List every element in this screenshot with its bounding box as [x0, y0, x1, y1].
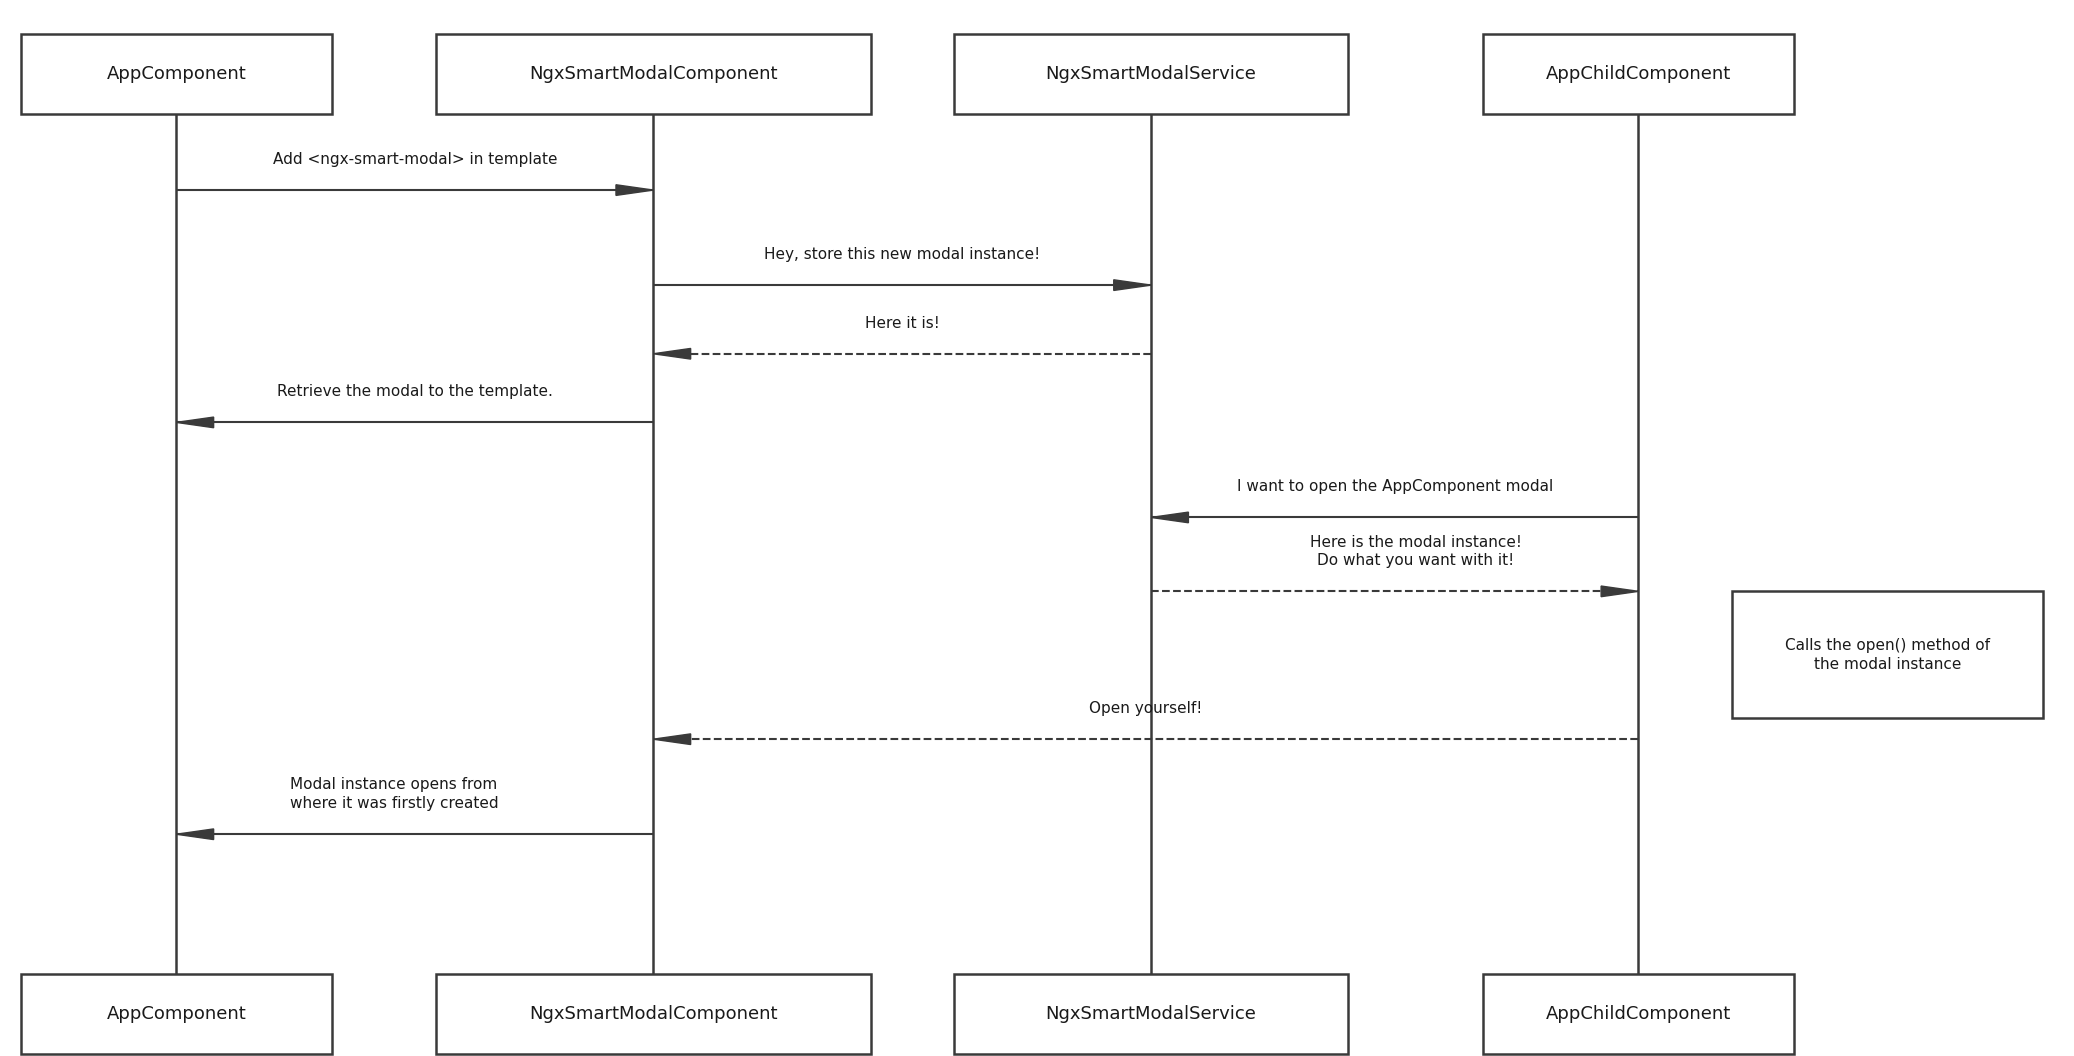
Text: Calls the open() method of
the modal instance: Calls the open() method of the modal ins…: [1786, 638, 1989, 672]
Text: AppComponent: AppComponent: [106, 1004, 247, 1023]
Text: NgxSmartModalService: NgxSmartModalService: [1045, 64, 1257, 83]
Text: NgxSmartModalService: NgxSmartModalService: [1045, 1004, 1257, 1023]
Polygon shape: [616, 185, 653, 195]
Bar: [21, 34, 332, 114]
Bar: [1732, 591, 2043, 718]
Polygon shape: [1114, 280, 1151, 290]
Text: Open yourself!: Open yourself!: [1089, 701, 1203, 716]
Text: NgxSmartModalComponent: NgxSmartModalComponent: [529, 1004, 778, 1023]
Polygon shape: [1151, 512, 1188, 523]
Bar: [1483, 974, 1794, 1054]
Bar: [21, 974, 332, 1054]
Bar: [954, 34, 1348, 114]
Bar: [436, 34, 871, 114]
Text: AppChildComponent: AppChildComponent: [1545, 64, 1732, 83]
Text: Add <ngx-smart-modal> in template: Add <ngx-smart-modal> in template: [272, 152, 558, 167]
Text: Modal instance opens from
where it was firstly created: Modal instance opens from where it was f…: [290, 777, 498, 811]
Bar: [1483, 34, 1794, 114]
Bar: [436, 974, 871, 1054]
Text: I want to open the AppComponent modal: I want to open the AppComponent modal: [1236, 479, 1553, 494]
Text: NgxSmartModalComponent: NgxSmartModalComponent: [529, 64, 778, 83]
Text: Retrieve the modal to the template.: Retrieve the modal to the template.: [276, 384, 554, 399]
Bar: [954, 974, 1348, 1054]
Text: AppComponent: AppComponent: [106, 64, 247, 83]
Text: Here it is!: Here it is!: [865, 316, 940, 331]
Text: Hey, store this new modal instance!: Hey, store this new modal instance!: [763, 247, 1041, 262]
Text: Here is the modal instance!
Do what you want with it!: Here is the modal instance! Do what you …: [1309, 534, 1522, 568]
Polygon shape: [653, 734, 691, 744]
Polygon shape: [653, 348, 691, 359]
Polygon shape: [176, 417, 214, 428]
Text: AppChildComponent: AppChildComponent: [1545, 1004, 1732, 1023]
Polygon shape: [176, 829, 214, 840]
Polygon shape: [1601, 586, 1638, 597]
